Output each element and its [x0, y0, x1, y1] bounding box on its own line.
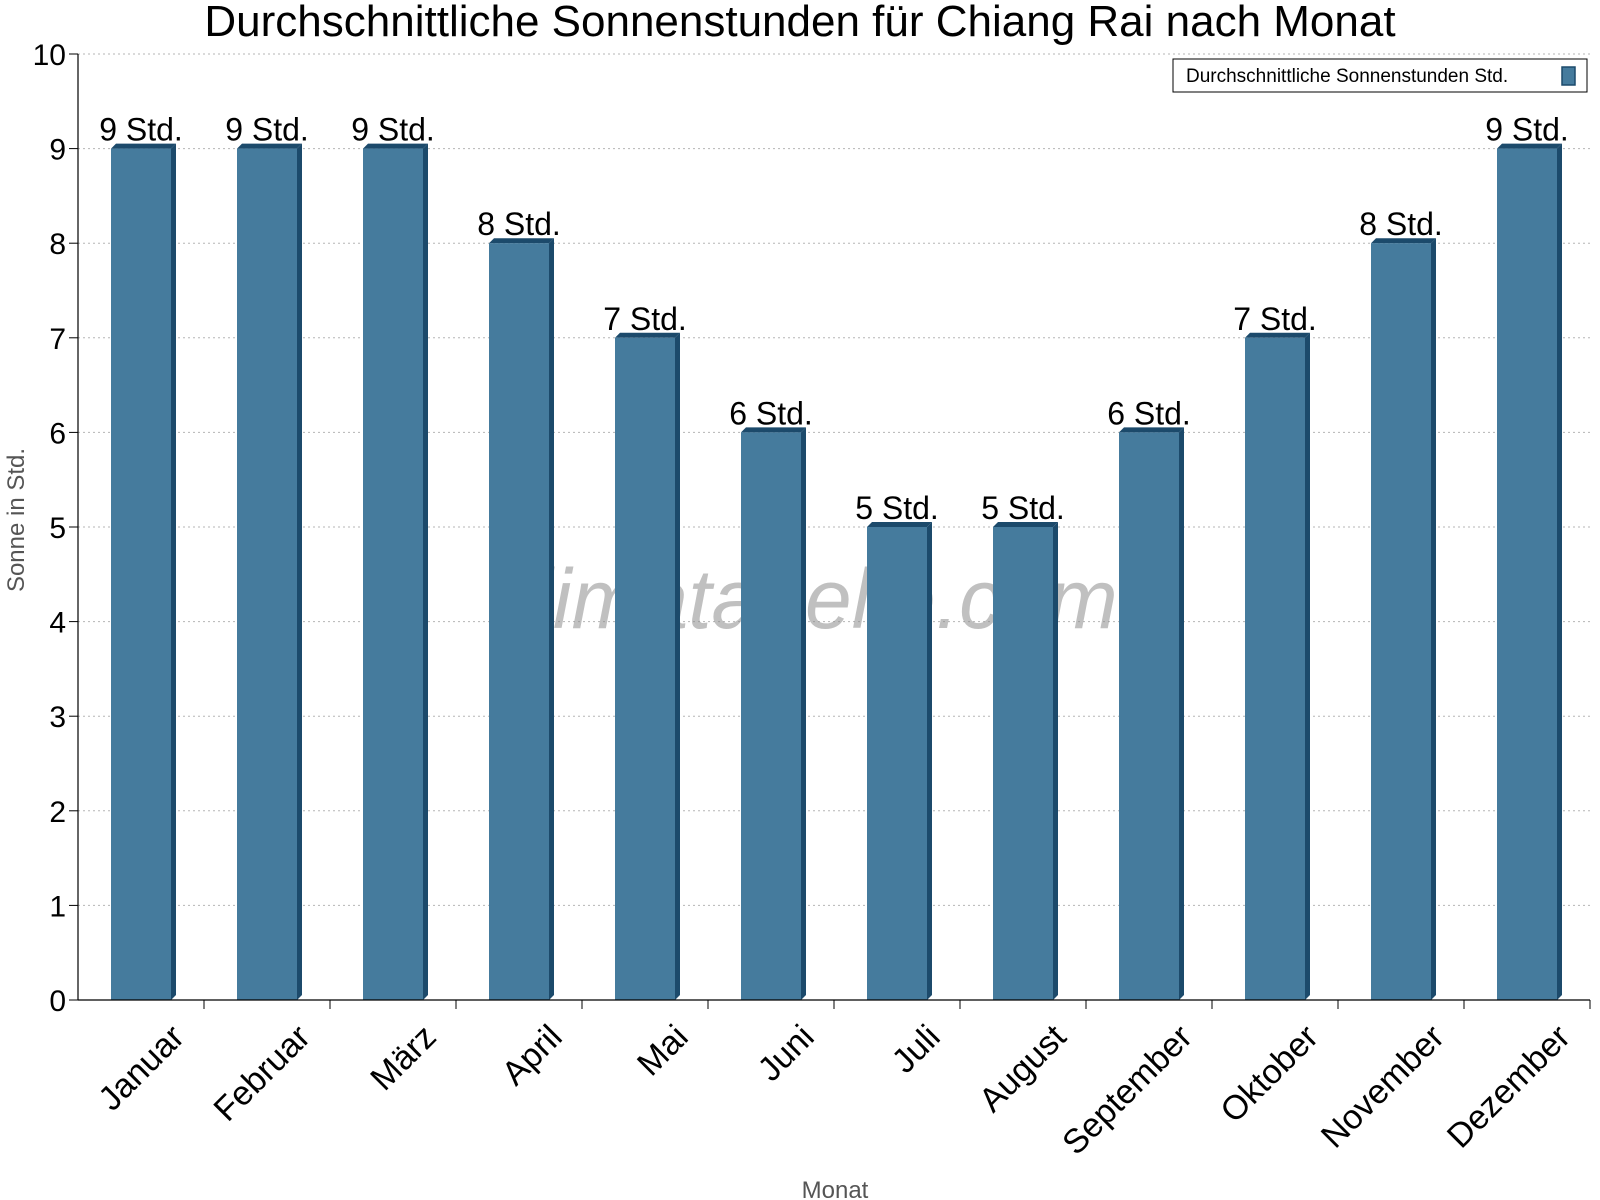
value-label: 6 Std.: [729, 395, 813, 431]
x-tick-label: Juli: [885, 1018, 948, 1081]
bar-top: [615, 332, 680, 338]
grid-lines: [78, 53, 1590, 906]
y-axis-label: Sonne in Std.: [3, 448, 30, 592]
bar-top: [993, 522, 1058, 527]
value-label: 6 Std.: [1107, 395, 1191, 431]
bar-dezember: [1497, 143, 1562, 1001]
legend: Durchschnittliche Sonnenstunden Std.: [1172, 58, 1588, 93]
x-tick-label: September: [1055, 1018, 1199, 1162]
x-tick-label: November: [1314, 1018, 1452, 1156]
bar-top: [1245, 332, 1310, 338]
bar-juli: [867, 522, 932, 1000]
value-label: 9 Std.: [1485, 112, 1569, 148]
y-tick-label: 5: [49, 512, 66, 545]
x-tick-label: Februar: [207, 1018, 318, 1129]
bar-januar: [111, 143, 176, 1001]
bar-märz: [363, 143, 428, 1001]
x-tick-label: Oktober: [1213, 1018, 1325, 1130]
bar-face: [1497, 148, 1557, 1001]
x-tick-label: August: [972, 1017, 1074, 1119]
value-label: 9 Std.: [99, 112, 183, 148]
value-label: 5 Std.: [855, 490, 939, 526]
bar-side: [297, 143, 302, 1001]
y-tick-label: 6: [49, 417, 66, 450]
value-label: 5 Std.: [981, 490, 1065, 526]
bar-mai: [615, 332, 680, 1000]
bar-top: [741, 427, 806, 433]
x-tick-label: April: [495, 1018, 570, 1093]
bar-november: [1371, 238, 1436, 1000]
y-tick-label: 2: [49, 796, 66, 829]
bar-top: [1371, 238, 1436, 244]
value-label: 8 Std.: [1359, 206, 1443, 242]
x-tick-label: Januar: [91, 1018, 191, 1118]
bar-face: [237, 148, 297, 1001]
value-label: 9 Std.: [225, 112, 309, 148]
bar-juni: [741, 427, 806, 1000]
bar-april: [489, 238, 554, 1000]
bar-face: [111, 148, 171, 1001]
y-tick-label: 10: [33, 39, 66, 72]
y-axis-ticks: 0 1 2 3 4 5 6 7 8 9 10: [33, 39, 78, 1018]
y-tick-label: 0: [49, 985, 66, 1018]
bar-side: [1305, 332, 1310, 1000]
y-tick-label: 1: [49, 890, 66, 923]
bar-face: [615, 337, 675, 1000]
x-tick-label: Juni: [751, 1018, 822, 1089]
bar-face: [1371, 243, 1431, 1000]
x-axis-label: Monat: [802, 1177, 869, 1200]
bar-top: [363, 143, 428, 149]
value-label: 7 Std.: [1233, 301, 1317, 337]
bar-side: [675, 332, 680, 1000]
y-tick-label: 9: [49, 134, 66, 167]
bar-august: [993, 522, 1058, 1000]
x-axis-ticks: Januar Februar März April Mai Juni Juli AugustS…: [91, 1000, 1591, 1162]
legend-box: [1172, 58, 1588, 93]
bar-top: [867, 522, 932, 527]
bar-face: [363, 148, 423, 1001]
bar-side: [549, 238, 554, 1000]
bar-side: [1557, 143, 1562, 1001]
bar-side: [1053, 522, 1058, 1000]
bar-side: [1179, 427, 1184, 1000]
x-tick-label: Dezember: [1440, 1018, 1578, 1156]
value-label: 8 Std.: [477, 206, 561, 242]
y-tick-label: 3: [49, 701, 66, 734]
bar-face: [867, 527, 927, 1000]
bar-top: [111, 143, 176, 149]
bar-side: [927, 522, 932, 1000]
bar-face: [1245, 337, 1305, 1000]
legend-swatch: [1561, 66, 1576, 86]
bar-face: [1119, 432, 1179, 1000]
bar-september: [1119, 427, 1184, 1000]
legend-entry-label: Durchschnittliche Sonnenstunden Std.: [1186, 66, 1508, 87]
x-tick-label: Mai: [630, 1018, 696, 1084]
bar-oktober: [1245, 332, 1310, 1000]
value-label: 9 Std.: [351, 112, 435, 148]
bar-series: [111, 143, 1562, 1001]
bar-side: [1431, 238, 1436, 1000]
bar-side: [423, 143, 428, 1001]
bar-face: [993, 527, 1053, 1000]
y-tick-label: 8: [49, 228, 66, 261]
bar-face: [741, 432, 801, 1000]
value-label: 7 Std.: [603, 301, 687, 337]
bar-side: [801, 427, 806, 1000]
bar-top: [1497, 143, 1562, 149]
bar-top: [1119, 427, 1184, 433]
bar-side: [171, 143, 176, 1001]
x-tick-label: März: [363, 1018, 443, 1098]
bar-face: [489, 243, 549, 1000]
bar-top: [489, 238, 554, 244]
bar-februar: [237, 143, 302, 1001]
bar-top: [237, 143, 302, 149]
value-labels: 9 Std. 9 Std. 9 Std. 8 Std. 7 Std. 6 Std. 5 St…: [99, 112, 1569, 526]
y-tick-label: 4: [49, 607, 66, 640]
y-tick-label: 7: [49, 323, 66, 356]
chart-title: Durchschnittliche Sonnenstunden für Chia…: [204, 0, 1395, 46]
